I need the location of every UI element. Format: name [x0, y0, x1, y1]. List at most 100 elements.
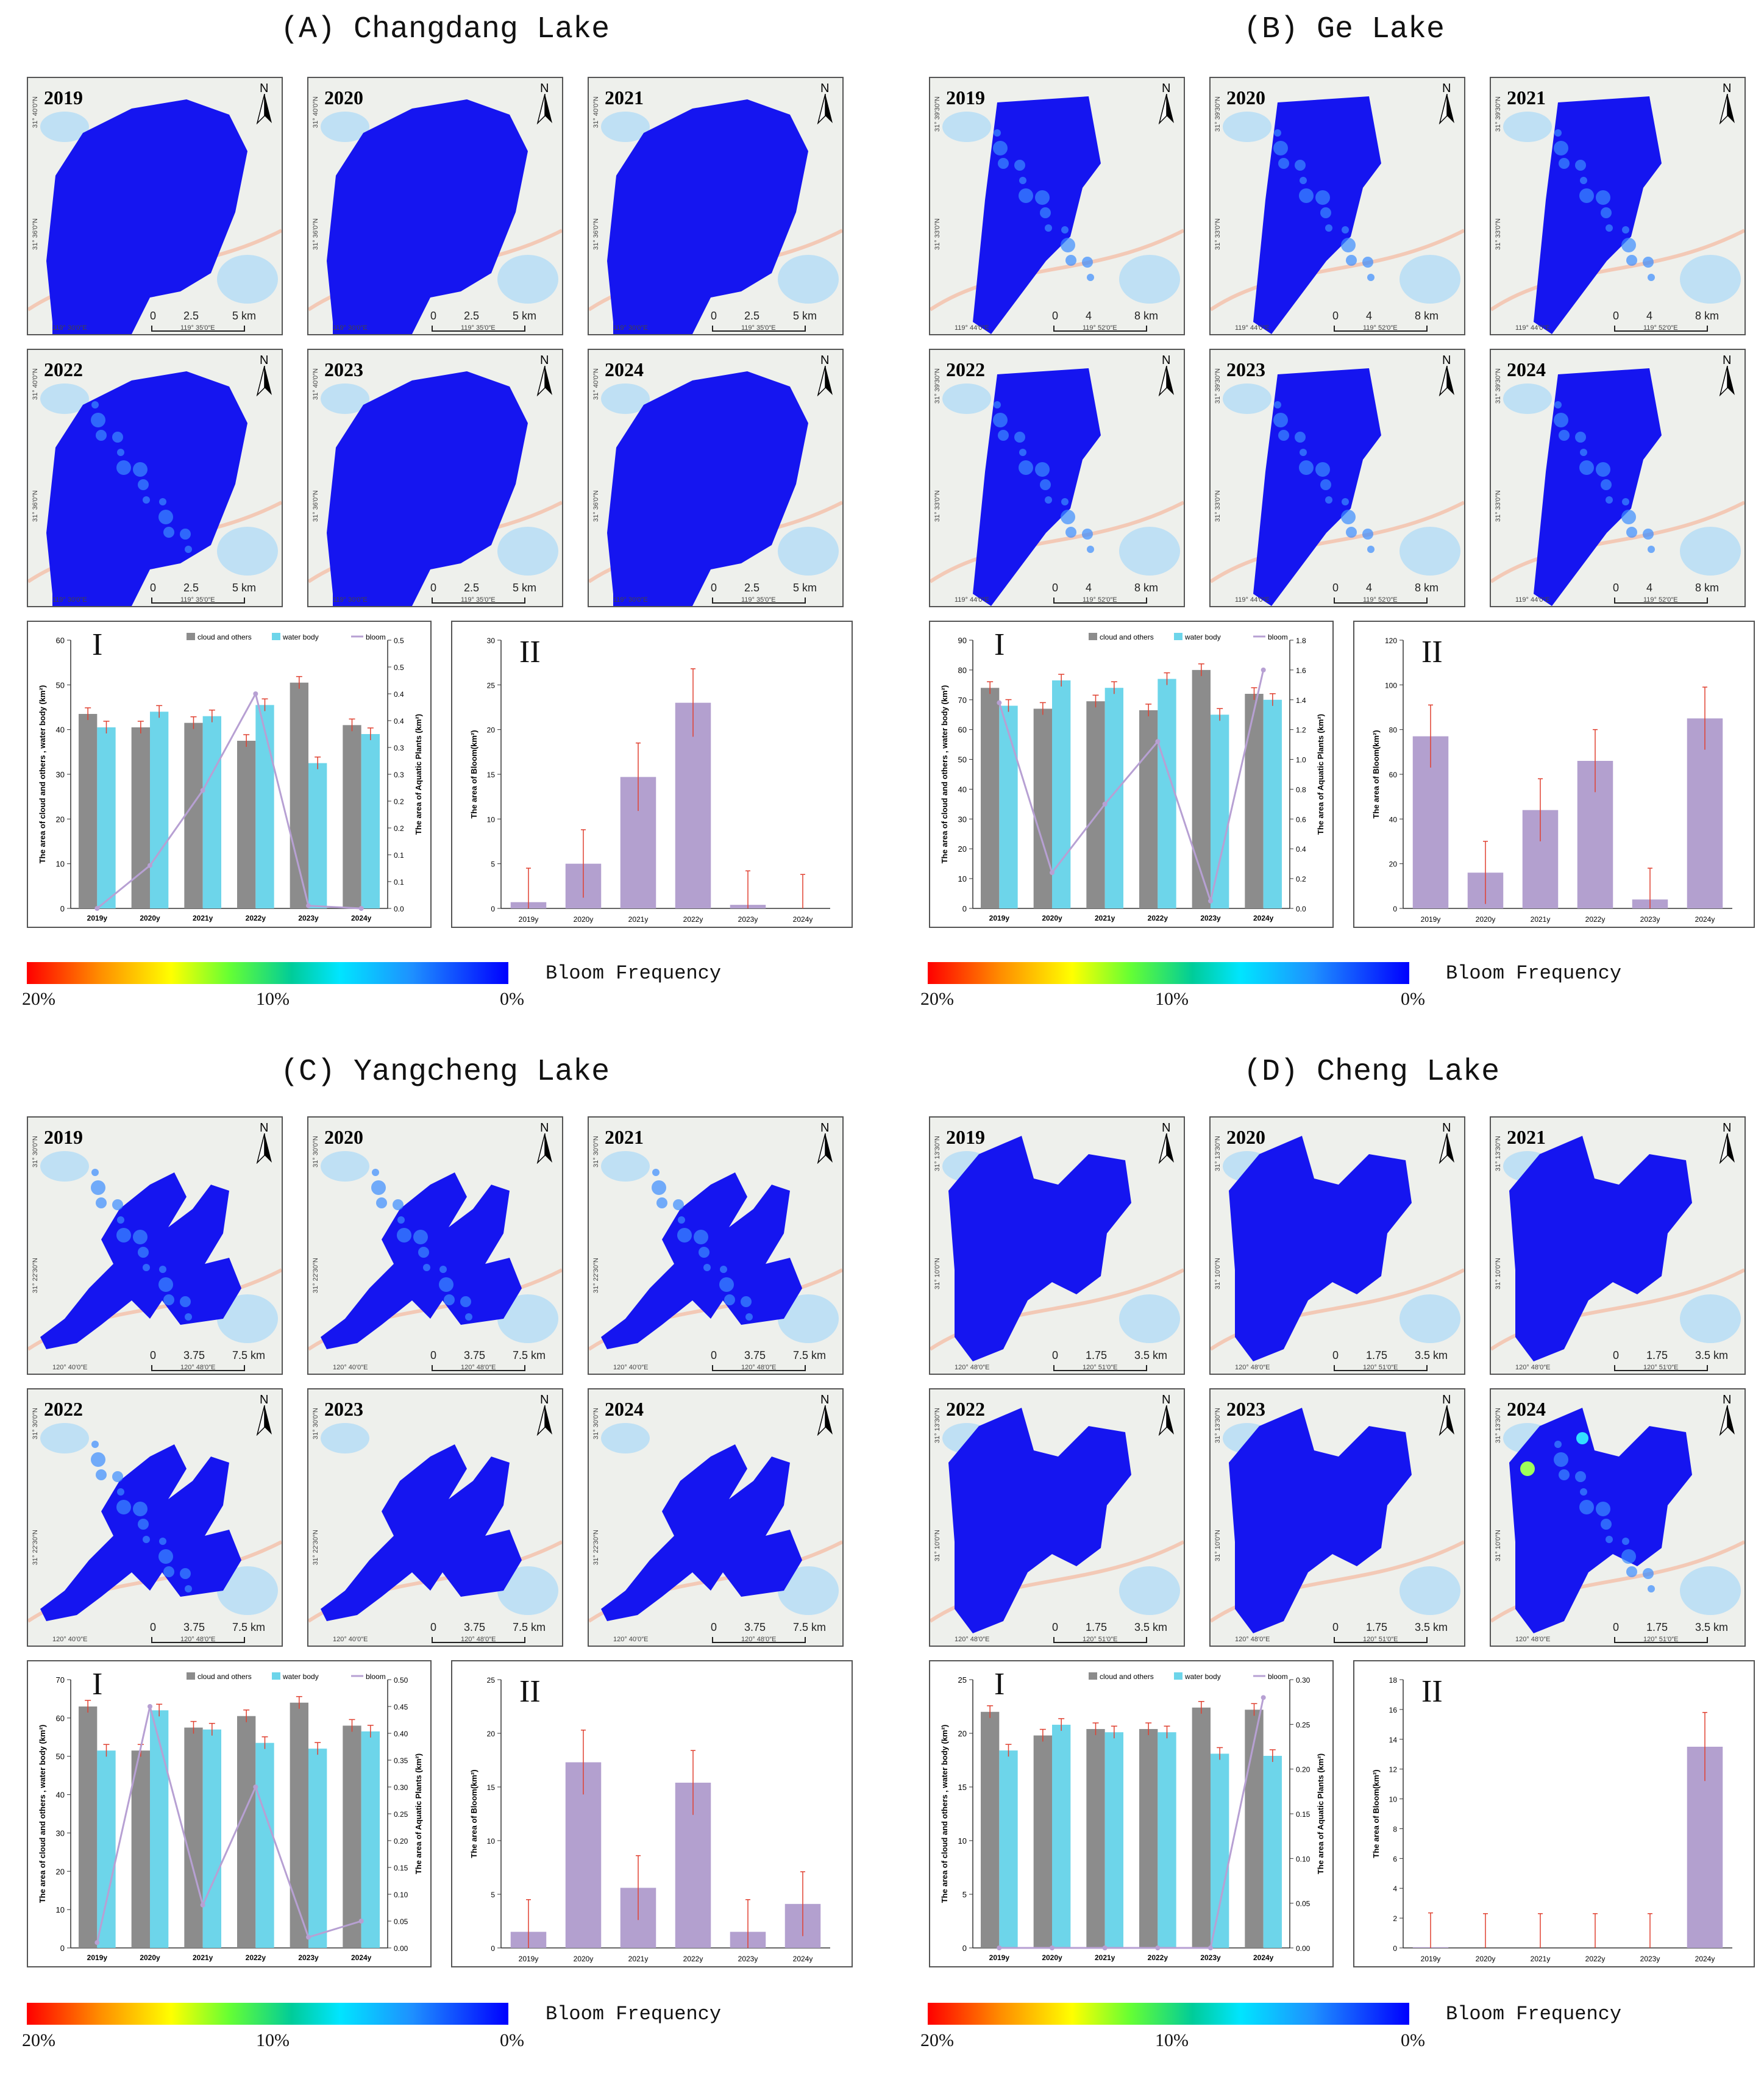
lake-map-image — [589, 371, 842, 606]
scale-label-mid: 3.75 — [744, 1621, 766, 1633]
bar-cloud — [1192, 669, 1211, 908]
bloom-speckle — [993, 141, 1008, 155]
scale-label-0: 0 — [1613, 1349, 1620, 1361]
lon-label-right: 120° 51′0″E — [1643, 1636, 1679, 1643]
bloom-speckle — [1342, 498, 1349, 505]
north-arrow-icon: N — [1716, 1393, 1738, 1436]
bloom-speckle — [96, 1197, 107, 1208]
bloom-point — [1208, 898, 1213, 904]
lon-label-right: 120° 48′0″E — [461, 1636, 496, 1643]
legend-label: cloud and others — [197, 1672, 252, 1681]
bloom-speckle — [91, 413, 105, 427]
bloom-speckle — [185, 1585, 192, 1592]
scale-bar-line — [432, 1637, 525, 1643]
bloom-speckle — [180, 1568, 191, 1579]
lat-label-bottom: 31° 33′0″N — [1214, 218, 1222, 250]
y-tick-label: 4 — [1393, 1885, 1397, 1893]
lake-map-image — [589, 1151, 842, 1351]
water-patch — [40, 1423, 89, 1453]
north-label: N — [820, 82, 830, 95]
north-arrow-shape — [1167, 1405, 1174, 1435]
lon-label-right: 120° 48′0″E — [741, 1364, 777, 1371]
y2-tick-label: 0.1 — [394, 878, 404, 886]
road-line — [1211, 501, 1464, 583]
lake-map-image — [308, 1423, 562, 1623]
bar-cloud — [343, 1725, 361, 1948]
legend-label: bloom — [1268, 1672, 1288, 1681]
y-tick-label: 5 — [491, 860, 495, 869]
y2-tick-label: 0.5 — [394, 637, 404, 645]
y-tick-label: 60 — [958, 726, 967, 735]
lat-label-bottom: 31° 33′0″N — [934, 490, 941, 522]
chart-i-roman: I — [92, 1667, 103, 1702]
north-arrow-shape — [1158, 1405, 1167, 1436]
bloom-speckle — [1087, 546, 1094, 553]
legend-title-b: Bloom Frequency — [1446, 962, 1622, 985]
bloom-speckle — [143, 1264, 150, 1271]
y2-tick-label: 1.8 — [1296, 637, 1306, 645]
chart-ii-roman: II — [1421, 635, 1443, 669]
lake-map: 2022 N 0 4 8 km 119° 44′0″E 119° 52′0″E 31° 39′… — [929, 349, 1185, 607]
water-patch — [217, 255, 278, 304]
bar-water — [1104, 1732, 1123, 1948]
chart-ii-roman: II — [519, 1674, 541, 1709]
bloom-speckle — [678, 1216, 685, 1224]
bloom-speckle — [1559, 430, 1570, 441]
water-patch — [321, 1151, 369, 1182]
map-year-label: 2024 — [605, 1398, 644, 1420]
legend-tick-10: 10% — [256, 989, 290, 1009]
water-patch — [778, 255, 839, 304]
y-tick-label: 0 — [962, 1944, 967, 1953]
scale-bar-line — [1614, 597, 1708, 604]
bloom-line — [999, 1697, 1265, 1949]
bloom-point — [253, 691, 258, 696]
north-arrow-shape — [545, 94, 552, 123]
bar-water — [150, 711, 169, 908]
bloom-speckle — [1061, 238, 1075, 252]
water-patch — [1503, 383, 1552, 414]
bar-water — [1052, 680, 1071, 908]
scale-label-0: 0 — [430, 1349, 437, 1361]
legend-swatch — [1174, 633, 1183, 640]
bloom-speckle — [143, 1536, 150, 1543]
bar-cloud — [981, 1711, 1000, 1948]
bar-cloud — [1086, 1728, 1105, 1948]
bar-cloud — [1192, 1707, 1211, 1948]
lon-label-right: 119° 52′0″E — [1083, 324, 1117, 332]
bloom-speckle — [397, 1228, 411, 1243]
x-tick-label: 2024y — [793, 915, 813, 924]
chart-ii-box: II 0 20 40 60 80 100 120 The area of Bloom(km²) 2… — [1353, 621, 1755, 928]
north-arrow-icon: N — [534, 1121, 556, 1164]
north-arrow-icon: N — [1716, 82, 1738, 124]
bloom-speckle — [699, 1247, 710, 1258]
bloom-speckle — [185, 546, 192, 553]
bar-water — [1211, 715, 1229, 908]
y-tick-label: 70 — [958, 696, 967, 705]
lake-map-image — [1211, 1136, 1464, 1361]
scale-label-end: 5 km — [232, 310, 257, 322]
bloom-speckle — [1019, 177, 1026, 184]
lake-map-image — [930, 1136, 1184, 1361]
scale-label-end: 3.5 km — [1695, 1349, 1729, 1361]
north-arrow-icon: N — [1716, 1121, 1738, 1164]
bloom-speckle — [1274, 401, 1281, 408]
y2-tick-label: 0.4 — [394, 717, 404, 726]
bloom-speckle — [1278, 158, 1289, 169]
lat-label-top: 31° 30′0″N — [32, 1136, 39, 1168]
x-tick-label: 2022y — [683, 915, 703, 924]
bloom-speckle — [1346, 527, 1357, 538]
chart-ii-roman: II — [519, 635, 541, 669]
north-label: N — [820, 1121, 830, 1135]
y-tick-label: 50 — [56, 1752, 65, 1761]
bloom-speckle — [371, 1180, 386, 1195]
scale-label-end: 7.5 km — [793, 1621, 827, 1633]
lon-label-right: 119° 52′0″E — [1363, 324, 1398, 332]
bar-water — [361, 1731, 380, 1948]
legend-tick-0: 0% — [500, 989, 524, 1009]
bloom-speckle — [1559, 158, 1570, 169]
lake-map-image — [1211, 96, 1464, 334]
y2-tick-label: 0.30 — [394, 1783, 408, 1792]
x-tick-label: 2024y — [1253, 914, 1274, 922]
bloom-speckle — [117, 1488, 124, 1496]
north-arrow-shape — [265, 366, 272, 395]
